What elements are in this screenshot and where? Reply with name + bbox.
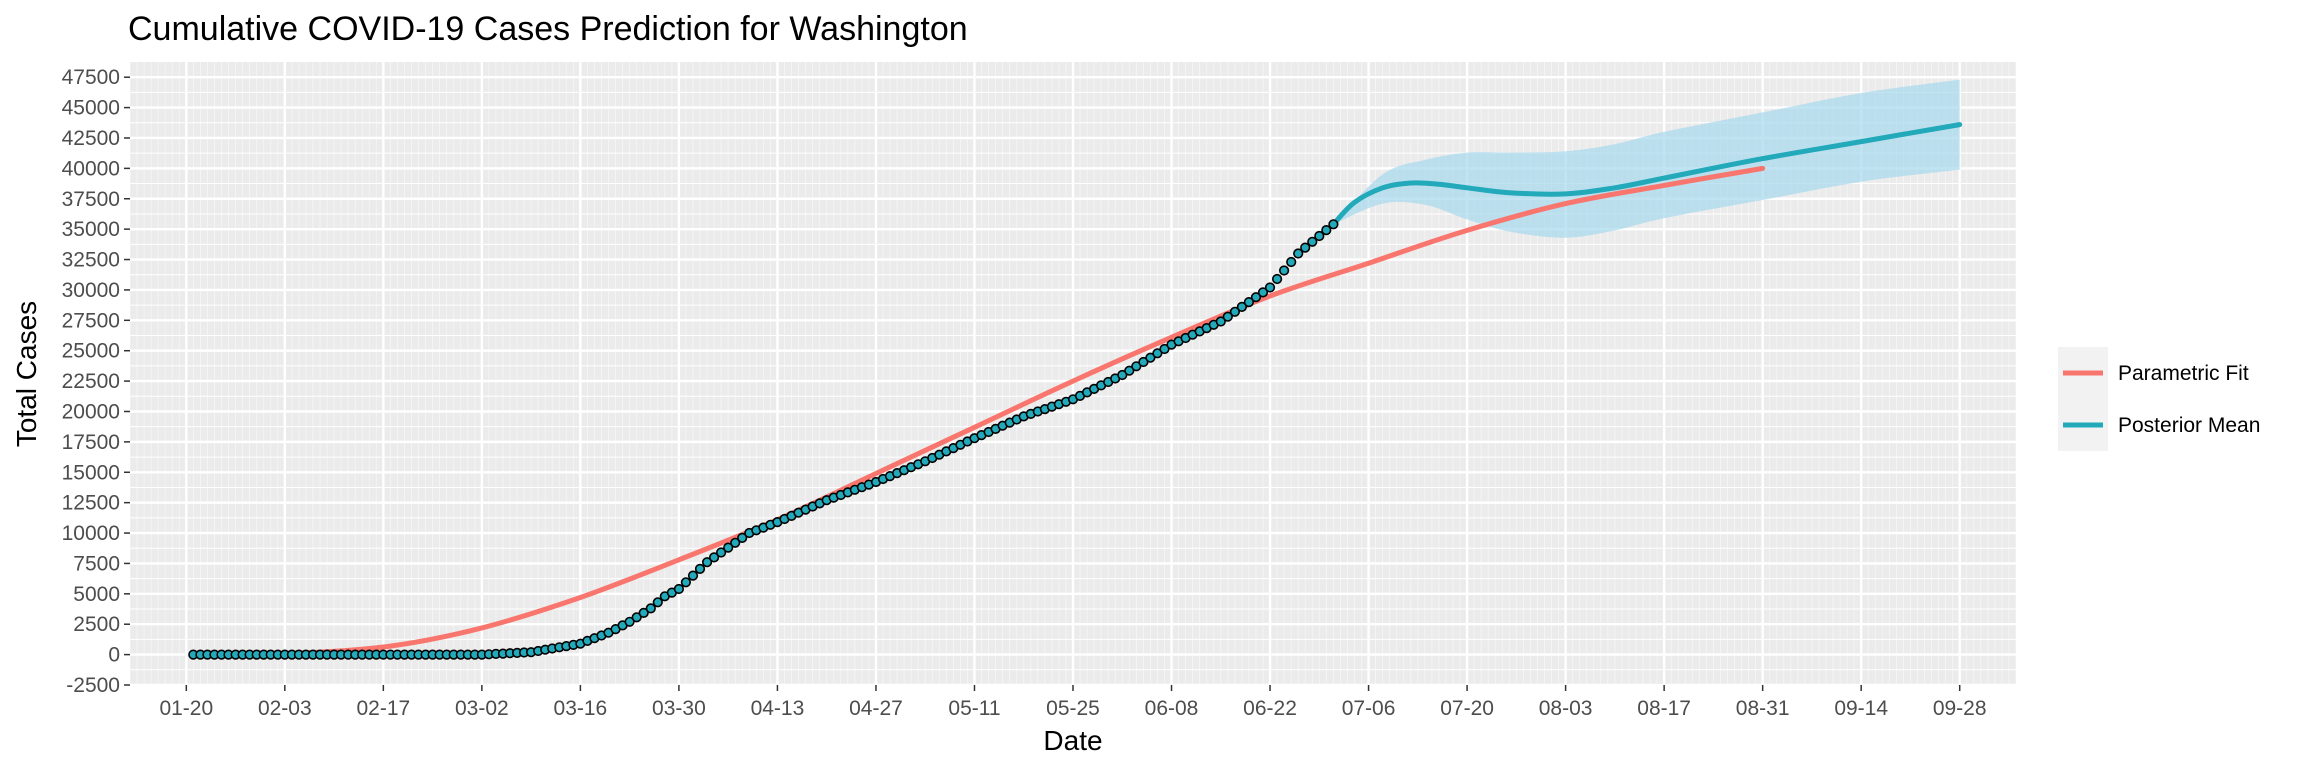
- y-tick-label: 45000: [62, 97, 120, 120]
- y-tick-label: 12500: [62, 492, 120, 515]
- y-tick-label: 17500: [62, 431, 120, 454]
- chart-title: Cumulative COVID-19 Cases Prediction for…: [128, 10, 968, 48]
- observed-point: [1314, 230, 1325, 242]
- observed-point: [737, 532, 748, 544]
- observed-point: [680, 577, 692, 588]
- y-tick-label: 25000: [62, 340, 120, 363]
- y-axis-title: Total Cases: [11, 301, 42, 447]
- observed-point: [1264, 282, 1276, 293]
- x-axis-title: Date: [1043, 725, 1102, 756]
- observed-point: [687, 570, 699, 581]
- observed-point: [1159, 343, 1170, 355]
- x-tick-label: 09-14: [1834, 697, 1888, 720]
- observed-point: [1278, 265, 1290, 276]
- observed-point: [730, 537, 741, 548]
- y-tick-label: 27500: [62, 309, 120, 332]
- x-tick-label: 06-22: [1243, 697, 1297, 720]
- y-axis: -2500 0 2500 5000 7500 10000 12500 15000 17500 20…: [62, 66, 130, 697]
- observed-point: [723, 542, 734, 553]
- y-tick-label: 10000: [62, 522, 120, 545]
- observed-point: [708, 552, 720, 563]
- y-tick-label: 2500: [73, 613, 120, 636]
- credible-band: [1333, 79, 1960, 238]
- x-tick-label: 02-03: [258, 697, 312, 720]
- observed-point: [1131, 361, 1142, 372]
- x-tick-label: 06-08: [1145, 697, 1199, 720]
- y-tick-label: 42500: [62, 127, 120, 150]
- x-tick-label: 03-16: [554, 697, 608, 720]
- x-tick-label: 03-02: [455, 697, 509, 720]
- x-tick-label: 08-17: [1637, 697, 1691, 720]
- observed-point: [1286, 256, 1297, 268]
- x-tick-label: 07-20: [1440, 697, 1494, 720]
- observed-point: [1321, 225, 1332, 236]
- y-tick-label: 35000: [62, 218, 120, 241]
- observed-point: [638, 607, 649, 619]
- observed-points: [188, 219, 1339, 660]
- x-tick-label: 04-13: [751, 697, 805, 720]
- series-line-parametric-fit: [190, 165, 1766, 658]
- observed-point: [1145, 352, 1156, 363]
- y-tick-label: 0: [108, 644, 120, 667]
- x-axis: 01-20 02-03 02-17 03-02 03-16 03-30 04-13 04-27…: [159, 685, 1987, 720]
- observed-point: [1328, 219, 1339, 230]
- legend: Parametric Fit Posterior Mean: [2058, 347, 2260, 451]
- x-tick-label: 05-11: [948, 697, 1000, 720]
- y-tick-label: 20000: [62, 400, 120, 423]
- y-tick-label: 5000: [73, 583, 120, 606]
- observed-point: [1152, 348, 1163, 359]
- x-tick-label: 04-27: [849, 697, 903, 720]
- y-tick-label: 22500: [62, 370, 120, 393]
- series-line-posterior-mean: [1330, 122, 1963, 227]
- observed-point: [1229, 306, 1240, 317]
- observed-point: [1300, 242, 1311, 253]
- observed-point: [1243, 297, 1254, 308]
- x-tick-label: 08-03: [1539, 697, 1593, 720]
- x-tick-label: 09-28: [1933, 697, 1987, 720]
- x-tick-label: 03-30: [652, 697, 706, 720]
- y-tick-label: 15000: [62, 461, 120, 484]
- y-tick-label: 7500: [73, 552, 120, 575]
- x-tick-label: 07-06: [1342, 697, 1396, 720]
- y-tick-label: 37500: [62, 188, 120, 211]
- observed-point: [652, 597, 663, 608]
- observed-point: [1222, 311, 1233, 322]
- observed-point: [1236, 301, 1247, 313]
- legend-label: Posterior Mean: [2118, 414, 2260, 437]
- y-tick-label: 32500: [62, 249, 120, 272]
- observed-point: [673, 583, 685, 595]
- observed-point: [1293, 248, 1304, 259]
- observed-point: [701, 557, 713, 568]
- x-tick-label: 05-25: [1046, 697, 1100, 720]
- y-tick-label: 40000: [62, 157, 120, 180]
- observed-point: [694, 563, 706, 575]
- y-tick-label: -2500: [66, 674, 120, 697]
- observed-point: [1124, 365, 1135, 376]
- x-tick-label: 01-20: [159, 697, 213, 720]
- observed-point: [645, 603, 656, 614]
- observed-point: [1257, 287, 1269, 298]
- observed-point: [1250, 292, 1262, 303]
- observed-point: [1271, 273, 1283, 285]
- y-tick-label: 47500: [62, 66, 120, 89]
- legend-label: Parametric Fit: [2118, 362, 2249, 385]
- y-tick-label: 30000: [62, 279, 120, 302]
- observed-point: [715, 547, 727, 558]
- x-tick-label: 08-31: [1736, 697, 1790, 720]
- observed-point: [624, 616, 635, 627]
- observed-point: [1307, 236, 1318, 247]
- x-tick-label: 02-17: [356, 697, 410, 720]
- observed-point: [1215, 316, 1226, 327]
- observed-point: [631, 612, 642, 623]
